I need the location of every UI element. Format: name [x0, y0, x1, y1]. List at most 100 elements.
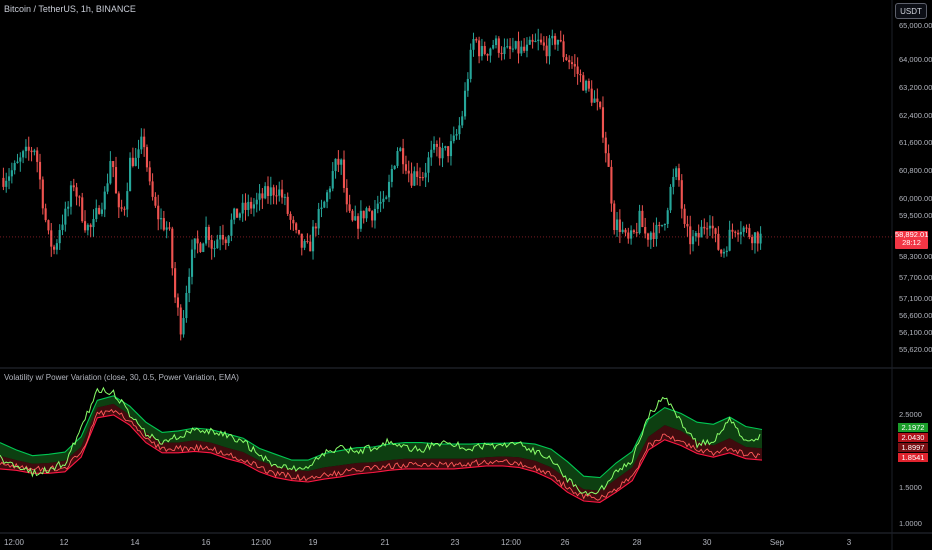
- candle-body: [311, 226, 315, 252]
- candle-body: [151, 181, 154, 197]
- candle-body: [154, 196, 157, 206]
- candle-body: [44, 208, 47, 221]
- candle-body: [523, 46, 526, 51]
- candle-body: [320, 207, 323, 209]
- candle-body: [323, 201, 326, 208]
- candle-body: [250, 201, 253, 209]
- candle-body: [390, 169, 393, 182]
- candle-body: [196, 238, 199, 244]
- candle-body: [78, 196, 81, 198]
- candle-body: [317, 208, 320, 229]
- candle-body: [297, 229, 301, 234]
- candle-body: [340, 159, 343, 165]
- candle-body: [238, 213, 241, 218]
- candle-body: [207, 226, 210, 240]
- candle-body: [601, 107, 605, 138]
- candle-body: [174, 268, 177, 298]
- candle-body: [520, 46, 523, 54]
- candle-body: [145, 147, 149, 168]
- candle-body: [67, 206, 70, 209]
- indicator-tick-label: 2.5000: [899, 409, 922, 419]
- candle-body: [539, 39, 543, 43]
- candle-body: [334, 158, 337, 172]
- candle-body: [81, 197, 84, 222]
- candle-body: [444, 146, 447, 148]
- candle-body: [410, 173, 413, 186]
- candle-body: [641, 210, 644, 228]
- candle-body: [157, 205, 160, 220]
- candle-body: [573, 64, 576, 67]
- candle-body: [106, 183, 109, 192]
- candle-body: [22, 151, 25, 158]
- candle-body: [117, 193, 120, 208]
- candle-body: [95, 207, 98, 220]
- candle-body: [615, 219, 619, 231]
- candle-body: [188, 276, 191, 293]
- lower-band-line: [0, 414, 763, 503]
- candle-body: [509, 46, 512, 50]
- candle-body: [47, 220, 50, 231]
- candle-body: [5, 180, 8, 187]
- candle-body: [261, 193, 264, 199]
- candle-body: [407, 170, 410, 174]
- indicator-value-badge: 1.8997: [898, 443, 928, 452]
- price-tick-label: 61,600.00: [899, 138, 932, 148]
- candle-body: [227, 235, 230, 244]
- bar-countdown: 28:12: [902, 238, 921, 248]
- candle-body: [19, 157, 22, 162]
- candle-body: [649, 232, 652, 240]
- candle-body: [644, 227, 647, 234]
- time-tick-label: 21: [380, 538, 390, 547]
- indicator-value-badge: 2.0430: [898, 433, 928, 442]
- candle-body: [365, 208, 368, 219]
- candle-body: [230, 219, 233, 236]
- candle-body: [190, 249, 194, 277]
- candle-body: [585, 80, 588, 91]
- candle-body: [241, 202, 244, 214]
- candle-body: [618, 219, 621, 233]
- candle-body: [579, 73, 582, 76]
- candle-body: [489, 48, 492, 56]
- candle-body: [528, 39, 531, 45]
- time-tick-label: 30: [702, 538, 712, 547]
- candle-body: [697, 233, 700, 238]
- candle-body: [202, 243, 205, 252]
- candle-body: [458, 125, 461, 135]
- candle-body: [368, 208, 371, 212]
- candle-body: [438, 146, 441, 159]
- candle-body: [604, 137, 607, 154]
- candle-body: [289, 213, 292, 220]
- candle-body: [421, 177, 424, 179]
- currency-button[interactable]: USDT: [895, 3, 927, 19]
- candle-body: [621, 229, 624, 233]
- candle-body: [646, 233, 650, 240]
- candle-body: [385, 197, 388, 199]
- candle-body: [109, 161, 112, 184]
- symbol-title: Bitcoin / TetherUS, 1h, BINANCE: [4, 4, 136, 14]
- indicator-value-badge: 1.8541: [898, 453, 928, 462]
- candle-body: [337, 158, 340, 165]
- candle-body: [635, 232, 638, 234]
- candle-body: [126, 191, 129, 210]
- candle-body: [430, 149, 433, 158]
- indicator-title[interactable]: Volatility w/ Power Variation (close, 30…: [4, 373, 239, 382]
- candle-body: [416, 171, 419, 177]
- candle-body: [610, 166, 613, 204]
- candle-body: [224, 239, 227, 244]
- candle-body: [562, 41, 565, 58]
- candle-body: [717, 233, 720, 250]
- candle-body: [61, 224, 64, 231]
- candle-body: [517, 41, 520, 54]
- price-tick-label: 58,300.00: [899, 252, 932, 262]
- candle-body: [708, 225, 711, 229]
- candle-body: [447, 146, 450, 157]
- candle-body: [537, 39, 540, 42]
- candle-body: [114, 167, 118, 194]
- candle-body: [16, 161, 19, 164]
- price-tick-label: 64,000.00: [899, 55, 932, 65]
- candle-body: [193, 238, 196, 250]
- candle-body: [373, 208, 377, 221]
- candle-body: [275, 195, 278, 197]
- candle-body: [711, 225, 714, 229]
